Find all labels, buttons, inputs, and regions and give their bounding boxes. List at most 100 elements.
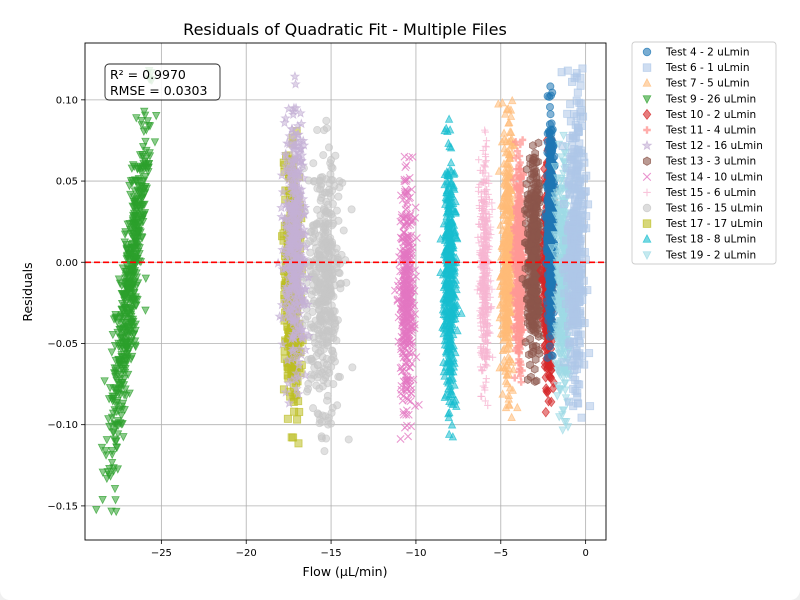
data-point (446, 157, 456, 167)
data-point (287, 163, 298, 174)
data-point (294, 288, 306, 299)
data-point (120, 230, 130, 239)
data-point (132, 269, 141, 278)
data-point (313, 126, 322, 135)
data-point (532, 203, 541, 213)
data-point (445, 367, 455, 376)
data-point (293, 415, 302, 424)
data-point (531, 153, 539, 163)
data-point (482, 186, 490, 194)
data-point (327, 408, 336, 417)
data-point (440, 371, 449, 380)
data-point (403, 231, 412, 240)
data-point (319, 151, 328, 160)
data-point (310, 371, 319, 380)
data-point (401, 270, 410, 278)
data-point (98, 496, 107, 505)
data-point (335, 177, 344, 186)
data-point (393, 281, 402, 290)
data-point (513, 402, 522, 412)
data-point (507, 412, 516, 421)
data-point (536, 178, 544, 188)
data-point (318, 382, 327, 391)
data-point (286, 271, 298, 281)
data-point (331, 318, 340, 327)
data-point (457, 308, 466, 317)
data-point (410, 266, 419, 275)
data-point (403, 304, 412, 313)
data-point (120, 292, 129, 301)
data-point (414, 400, 423, 409)
data-point (132, 212, 142, 222)
data-point (295, 209, 307, 220)
data-point (452, 306, 461, 315)
data-point (151, 112, 161, 121)
data-point (401, 262, 410, 271)
data-point (131, 301, 141, 310)
data-point (523, 164, 531, 174)
data-point (138, 152, 148, 162)
data-point (404, 432, 413, 441)
data-point (397, 367, 406, 376)
data-point (449, 353, 458, 362)
data-point (140, 111, 150, 120)
data-point (115, 279, 125, 288)
data-point (128, 227, 137, 236)
data-point (450, 231, 460, 240)
data-point (303, 272, 314, 283)
data-point (534, 138, 543, 148)
data-point (407, 301, 416, 310)
data-point (288, 109, 299, 120)
data-point (310, 177, 319, 186)
data-point (320, 288, 329, 297)
data-point (110, 484, 120, 494)
data-point (318, 340, 327, 349)
data-point (114, 275, 124, 284)
data-point (142, 126, 151, 135)
data-point (122, 241, 131, 250)
data-point (113, 417, 122, 426)
data-point (139, 190, 149, 199)
data-point (111, 310, 120, 320)
data-point (333, 401, 342, 410)
data-point (480, 162, 489, 170)
data-point (444, 220, 453, 229)
data-point (517, 378, 525, 386)
data-point (395, 285, 404, 294)
data-point (114, 389, 124, 398)
data-point (130, 277, 140, 287)
data-point (448, 399, 458, 409)
data-point (296, 183, 307, 194)
data-point (286, 304, 297, 315)
data-point (450, 184, 459, 193)
data-point (282, 354, 293, 365)
data-point (324, 219, 333, 228)
data-point (122, 357, 132, 366)
data-point (328, 175, 337, 184)
data-point (402, 312, 411, 321)
data-point (112, 437, 121, 446)
data-point (312, 300, 321, 309)
data-point (310, 238, 319, 247)
data-point (402, 337, 411, 346)
data-point (531, 191, 540, 201)
data-point (479, 146, 487, 155)
data-point (293, 359, 305, 370)
data-point (444, 429, 454, 438)
data-point (524, 228, 532, 238)
data-point (283, 213, 295, 224)
data-point (137, 121, 146, 130)
data-point (330, 307, 339, 316)
data-point (296, 143, 307, 153)
data-point (285, 299, 296, 310)
data-point (98, 468, 108, 477)
data-point (526, 316, 534, 326)
data-point (288, 140, 299, 151)
data-point (323, 272, 332, 281)
data-point (289, 203, 300, 213)
data-point (116, 385, 125, 394)
data-point (453, 300, 462, 309)
series-test-14-10-ulmin (390, 152, 423, 443)
data-point (104, 415, 113, 424)
